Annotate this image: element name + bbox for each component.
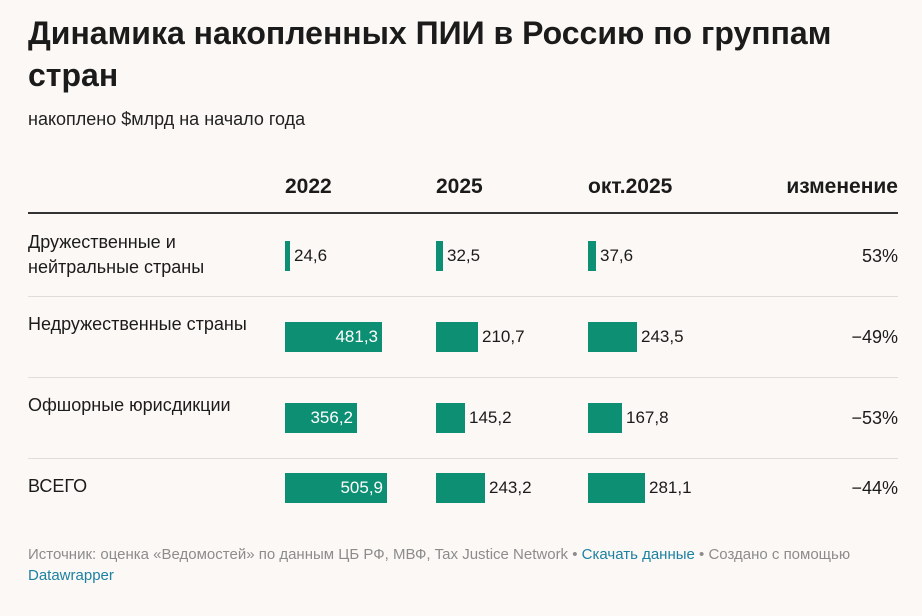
- datawrapper-link[interactable]: Datawrapper: [28, 567, 114, 584]
- bar-value-label: 210,7: [482, 327, 525, 346]
- created-with-note: Создано с помощью: [708, 546, 851, 563]
- download-data-link[interactable]: Скачать данные: [581, 546, 695, 563]
- bar-cell: 167,8: [588, 403, 738, 433]
- row-label: Недружественные страны: [28, 314, 247, 334]
- bar: [285, 473, 387, 503]
- bar-cell: 281,1: [588, 473, 738, 503]
- bar-cell: 481,3: [285, 322, 435, 352]
- header-divider: [28, 212, 898, 214]
- bar-value-label: 481,3: [335, 327, 378, 346]
- row-label: Офшорные юрисдикции: [28, 395, 231, 415]
- bar-cell: 243,5: [588, 322, 738, 352]
- change-value: −49%: [851, 327, 898, 347]
- bar: [588, 403, 622, 433]
- bar-value-label: 243,2: [489, 478, 532, 497]
- bar-value-label: 24,6: [294, 246, 328, 265]
- chart-subtitle: накоплено $млрд на начало года: [28, 109, 306, 129]
- footer-separator: •: [568, 546, 582, 563]
- row-label: ВСЕГО: [28, 476, 88, 496]
- change-value: −44%: [851, 478, 898, 498]
- bar-cell: 243,2: [436, 473, 586, 503]
- column-header-2025: 2025: [436, 175, 483, 198]
- column-header-2022: 2022: [285, 175, 332, 198]
- bar-value-label: 37,6: [600, 246, 634, 265]
- bar-cell: 32,5: [436, 241, 586, 271]
- bar-value-label: 505,9: [340, 478, 383, 497]
- chart-footer: Источник: оценка «Ведомостей» по данным …: [28, 544, 888, 586]
- bar-value-label: 167,8: [626, 408, 669, 427]
- bar-value-label: 243,5: [641, 327, 684, 346]
- source-note: Источник: оценка «Ведомостей» по данным …: [28, 546, 569, 563]
- bar: [285, 322, 382, 352]
- bar-cell: 24,6: [285, 241, 435, 271]
- bar: [436, 322, 478, 352]
- bar: [285, 241, 290, 271]
- row-divider: [28, 296, 898, 297]
- bar: [285, 403, 357, 433]
- row-divider: [28, 377, 898, 378]
- change-value: 53%: [861, 246, 898, 266]
- bar: [436, 403, 465, 433]
- bar: [588, 241, 596, 271]
- bar: [436, 241, 443, 271]
- bar-value-label: 32,5: [447, 246, 481, 265]
- row-divider: [28, 458, 898, 459]
- chart-title: Динамика накопленных ПИИ в Россию по гру…: [28, 15, 832, 93]
- bar-cell: 356,2: [285, 403, 435, 433]
- bar-cell: 145,2: [436, 403, 586, 433]
- bar-cell: 505,9: [285, 473, 435, 503]
- bar: [436, 473, 485, 503]
- column-header-oct-2025: окт.2025: [588, 175, 673, 198]
- bar-cell: 37,6: [588, 241, 738, 271]
- bar: [588, 473, 645, 503]
- change-value: −53%: [851, 408, 898, 428]
- footer-separator: •: [694, 546, 709, 563]
- bar-cell: 210,7: [436, 322, 586, 352]
- column-header-change: изменение: [786, 175, 898, 198]
- row-label: Дружественные и нейтральные страны: [28, 232, 205, 277]
- bar-value-label: 145,2: [469, 408, 512, 427]
- bar: [588, 322, 637, 352]
- bar-value-label: 281,1: [649, 478, 692, 497]
- bar-value-label: 356,2: [310, 408, 353, 427]
